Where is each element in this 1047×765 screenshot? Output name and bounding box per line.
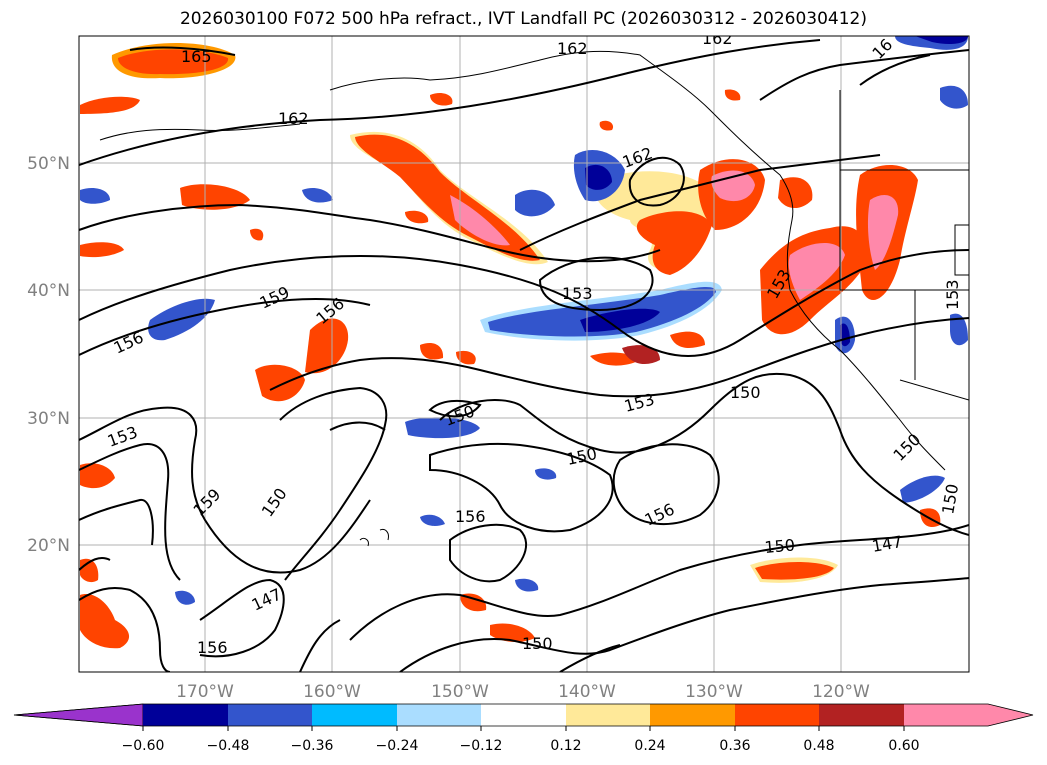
colorbar-segment	[228, 704, 312, 726]
map-plot-area: 165 162 162 162 16 162 159 156 156 153 1…	[79, 29, 969, 672]
colorbar-segment	[650, 704, 735, 726]
longitude-labels: 170°W 160°W 150°W 140°W 130°W 120°W	[176, 682, 870, 702]
colorbar-segment	[566, 704, 650, 726]
positive-anomaly-regions	[80, 42, 941, 649]
contour-label: 165	[181, 47, 212, 66]
lon-label: 170°W	[176, 682, 234, 702]
contour-label: 162	[557, 39, 588, 58]
coastlines	[99, 50, 969, 547]
contour-label: 150	[764, 535, 796, 557]
colorbar-min-extend	[13, 703, 144, 727]
map-frame	[78, 35, 970, 673]
colorbar-tick-label: 0.48	[803, 738, 834, 754]
colorbar-segment	[481, 704, 566, 726]
contour-label: 156	[197, 638, 228, 657]
colorbar-segment	[397, 704, 481, 726]
lat-label: 20°N	[27, 536, 70, 556]
lat-label: 40°N	[27, 281, 70, 301]
lon-label: 120°W	[812, 682, 870, 702]
contour-label: 162	[278, 109, 309, 128]
colorbar-max-extend	[904, 704, 1033, 726]
lat-label: 30°N	[27, 409, 70, 429]
colorbar-tick-label: 0.36	[719, 738, 750, 754]
colorbar-tick-label: 0.60	[888, 738, 919, 754]
colorbar-segment	[312, 704, 397, 726]
colorbar-tick-label: 0.12	[550, 738, 581, 754]
contour-label: 156	[455, 507, 486, 526]
lon-label: 130°W	[685, 682, 743, 702]
colorbar-tick-label: 0.24	[634, 738, 665, 754]
height-contours	[79, 39, 969, 672]
lon-label: 140°W	[558, 682, 616, 702]
lon-label: 150°W	[431, 682, 489, 702]
map-title: 2026030100 F072 500 hPa refract., IVT La…	[179, 9, 867, 29]
contour-label: 153	[943, 279, 962, 310]
contour-label: 150	[522, 634, 553, 653]
colorbar-segment	[735, 704, 819, 726]
colorbar-tick-label: −0.12	[460, 738, 503, 754]
colorbar: −0.60 −0.48 −0.36 −0.24 −0.12 0.12 0.24 …	[13, 703, 1034, 754]
lat-label: 50°N	[27, 154, 70, 174]
colorbar-tick-label: −0.60	[122, 738, 165, 754]
colorbar-tick-label: −0.48	[207, 738, 250, 754]
colorbar-segment	[143, 704, 228, 726]
latitude-labels: 50°N 40°N 30°N 20°N	[27, 154, 70, 556]
colorbar-tick-label: −0.24	[376, 738, 419, 754]
colorbar-tick-label: −0.36	[291, 738, 334, 754]
lon-label: 160°W	[303, 682, 361, 702]
contour-label: 153	[562, 284, 593, 303]
colorbar-segment	[819, 704, 904, 726]
contour-label: 162	[702, 29, 733, 48]
contour-label: 150	[730, 383, 761, 402]
negative-anomaly-regions	[80, 36, 968, 605]
